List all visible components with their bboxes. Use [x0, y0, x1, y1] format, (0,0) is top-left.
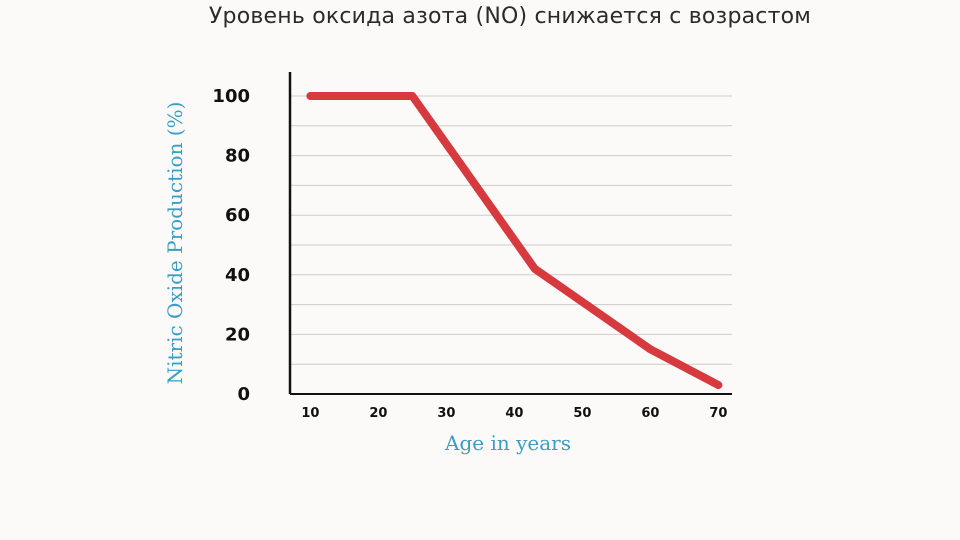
x-tick-label: 40 — [505, 406, 523, 421]
y-tick-label: 60 — [225, 205, 250, 226]
x-tick-label: 50 — [573, 406, 591, 421]
series-line — [306, 92, 723, 390]
x-tick-label: 30 — [437, 406, 455, 421]
y-tick-label: 80 — [225, 146, 250, 167]
grid-lines — [290, 95, 732, 365]
y-tick-label: 40 — [225, 265, 250, 286]
x-tick-labels: 10 20 30 40 50 60 70 — [301, 406, 727, 421]
slide-title: Уровень оксида азота (NO) снижается с во… — [208, 4, 812, 29]
y-axis-label: Nitric Oxide Production (%) — [163, 102, 187, 385]
x-tick-label: 20 — [369, 406, 387, 421]
series-group — [306, 92, 723, 390]
y-tick-label: 0 — [237, 384, 250, 405]
x-tick-label: 60 — [641, 406, 659, 421]
y-tick-labels: 0 20 40 60 80 100 — [212, 86, 250, 405]
x-axis-label: Age in years — [444, 431, 571, 455]
x-tick-label: 10 — [301, 406, 319, 421]
y-tick-label: 20 — [225, 324, 250, 345]
x-tick-label: 70 — [709, 406, 727, 421]
y-tick-label: 100 — [212, 86, 250, 107]
